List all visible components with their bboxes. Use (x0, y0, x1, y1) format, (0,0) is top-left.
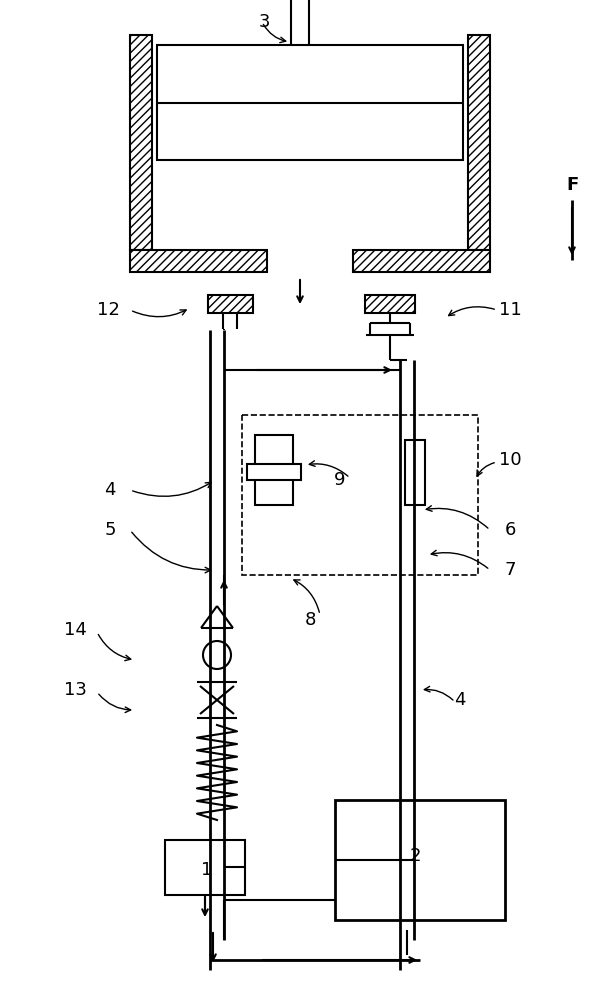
Bar (208, 295, 253, 313)
Bar (365, 295, 415, 313)
Text: 11: 11 (499, 301, 521, 319)
Text: 1: 1 (201, 861, 212, 879)
Text: 13: 13 (64, 681, 87, 699)
Bar (165, 840, 245, 895)
Bar (242, 415, 478, 575)
Text: 6: 6 (504, 521, 516, 539)
Bar (247, 464, 301, 480)
Bar (157, 45, 463, 160)
Text: 10: 10 (499, 451, 521, 469)
Text: 5: 5 (104, 521, 116, 539)
Text: F: F (566, 176, 578, 194)
Bar (405, 440, 425, 505)
Text: 3: 3 (258, 13, 270, 31)
Text: 7: 7 (504, 561, 516, 579)
Text: 8: 8 (305, 611, 316, 629)
Text: 14: 14 (64, 621, 87, 639)
Text: 12: 12 (96, 301, 120, 319)
Text: 4: 4 (454, 691, 466, 709)
Text: 9: 9 (334, 471, 346, 489)
Bar (353, 250, 490, 272)
Bar (130, 35, 152, 250)
Bar (255, 435, 293, 505)
Bar (335, 800, 505, 920)
Bar (130, 250, 267, 272)
Text: 2: 2 (410, 847, 421, 865)
Bar (468, 35, 490, 250)
Text: 4: 4 (104, 481, 116, 499)
